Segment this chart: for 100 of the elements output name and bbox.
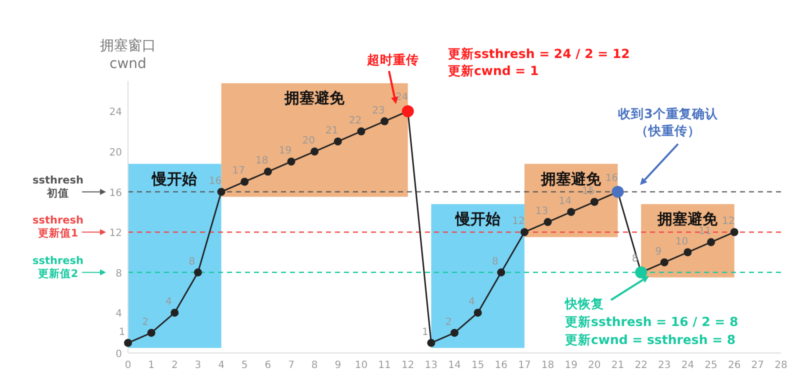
x-tick-label: 14 <box>448 360 461 371</box>
y-tick-label: 16 <box>109 188 122 199</box>
x-tick-label: 20 <box>588 360 601 371</box>
text: 更新cwnd = 1 <box>448 63 539 78</box>
x-tick-label: 24 <box>681 360 694 371</box>
point <box>474 308 482 317</box>
point <box>590 198 598 206</box>
x-tick-label: 2 <box>171 360 178 371</box>
x-tick-label: 21 <box>611 360 624 371</box>
data-label: 1 <box>118 326 126 338</box>
y-tick-label: 4 <box>116 308 122 320</box>
y-tick-label: 20 <box>109 148 122 159</box>
annotation: 更新ssthresh = 16 / 2 = 8 <box>565 314 738 329</box>
x-tick-label: 18 <box>541 360 554 371</box>
x-tick-label: 8 <box>311 360 318 371</box>
data-label: 18 <box>256 156 268 167</box>
x-tick-label: 6 <box>264 360 272 371</box>
data-label: 24 <box>395 92 408 104</box>
x-tick-label: 28 <box>774 360 788 371</box>
ref-line-label: ssthresh 更新值2 <box>32 254 84 280</box>
point <box>684 248 692 256</box>
x-tick-label: 10 <box>354 360 368 371</box>
y-tick-label: 24 <box>109 107 122 118</box>
point <box>427 338 436 347</box>
annotation: （快重传） <box>636 123 700 138</box>
x-tick-label: 12 <box>401 360 414 371</box>
data-label: 1 <box>422 326 428 338</box>
ref-line-label: ssthresh 更新值1 <box>32 214 84 240</box>
x-tick-label: 7 <box>288 360 294 371</box>
band-label: 拥塞避免 <box>284 89 346 108</box>
point <box>567 208 576 216</box>
point <box>660 258 668 266</box>
x-tick-label: 4 <box>218 360 224 371</box>
x-tick-label: 15 <box>471 360 484 371</box>
x-tick-label: 9 <box>334 360 342 371</box>
data-label: 14 <box>558 196 572 207</box>
data-label: 21 <box>326 125 338 136</box>
data-label: 19 <box>278 146 292 157</box>
band-label: 拥塞避免 <box>656 210 719 228</box>
point <box>334 137 342 146</box>
data-label: 22 <box>348 115 362 126</box>
point <box>124 338 132 347</box>
y-axis-title: 拥塞窗口 cwnd <box>100 38 156 72</box>
x-tick-label: 25 <box>704 360 718 371</box>
x-tick-label: 3 <box>194 360 202 371</box>
x-tick-label: 19 <box>564 360 578 371</box>
text: 更新ssthresh = 24 / 2 = 12 <box>448 46 630 61</box>
point <box>357 127 366 136</box>
x-tick-label: 27 <box>751 360 764 371</box>
point <box>194 268 202 276</box>
annotation: 快恢复 <box>564 296 604 311</box>
point <box>147 328 156 337</box>
point <box>287 158 296 166</box>
y-tick-label: 8 <box>116 268 122 280</box>
data-label: 15 <box>582 186 595 197</box>
data-label: 17 <box>232 166 245 177</box>
point <box>170 308 179 317</box>
band-label: 拥塞避免 <box>540 170 602 188</box>
data-label: 9 <box>655 246 662 258</box>
data-label: 16 <box>605 172 618 184</box>
x-tick-label: 26 <box>728 360 741 371</box>
x-tick-label: 16 <box>494 360 508 371</box>
x-tick-label: 11 <box>378 360 391 371</box>
ref-line-label: ssthresh 初值 <box>32 174 84 200</box>
x-tick-label: 1 <box>148 360 155 371</box>
data-label: 2 <box>142 316 149 328</box>
data-label: 10 <box>675 236 688 248</box>
data-label: 4 <box>468 296 476 308</box>
x-tick-label: 5 <box>241 360 248 371</box>
y-tick-label: 0 <box>116 349 122 360</box>
point <box>310 148 319 156</box>
point <box>707 238 716 246</box>
x-tick-label: 22 <box>634 360 648 371</box>
point <box>730 228 738 236</box>
data-label: 23 <box>372 105 385 116</box>
data-label: 4 <box>165 296 172 308</box>
point <box>450 328 458 337</box>
x-tick-label: 17 <box>518 360 531 371</box>
y-tick-label: 12 <box>109 228 122 240</box>
data-label: 12 <box>512 216 525 228</box>
annotation: 收到3个重复确认 <box>618 106 719 121</box>
point <box>264 168 272 176</box>
x-tick-label: 0 <box>124 360 132 371</box>
band-label: 慢开始 <box>454 210 502 228</box>
data-label: 8 <box>188 256 196 268</box>
annotation: 更新cwnd = ssthresh = 8 <box>565 332 736 347</box>
band-label: 慢开始 <box>151 170 198 188</box>
data-label: 20 <box>302 136 315 147</box>
data-label: 16 <box>208 176 222 187</box>
text: 超时重传 <box>366 52 419 67</box>
point <box>240 178 249 186</box>
point <box>544 218 552 226</box>
x-tick-label: 23 <box>658 360 671 371</box>
point <box>497 268 506 276</box>
data-label: 13 <box>535 206 548 218</box>
data-label: 11 <box>698 226 712 238</box>
point <box>380 117 389 126</box>
x-tick-label: 13 <box>424 360 438 371</box>
data-label: 2 <box>445 316 452 328</box>
point <box>520 228 528 236</box>
